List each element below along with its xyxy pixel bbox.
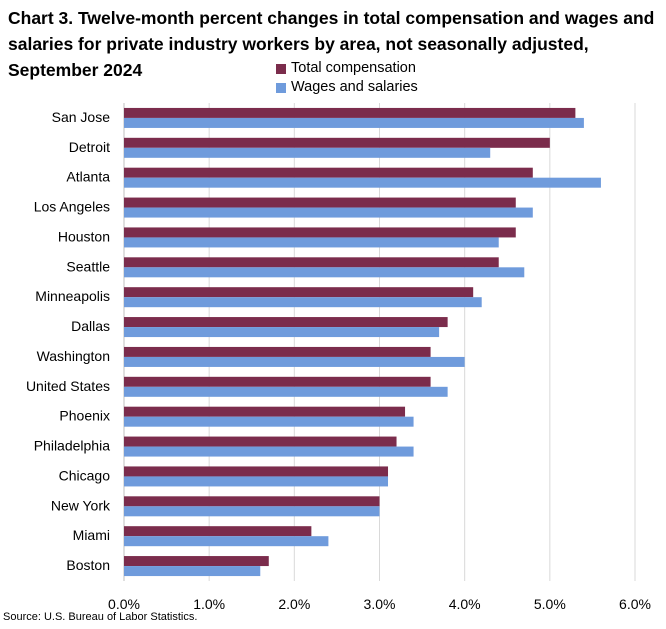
bar-wages-and-salaries	[124, 208, 533, 218]
bar-total-compensation	[124, 108, 575, 118]
category-label: Miami	[73, 527, 110, 543]
bar-total-compensation	[124, 407, 405, 417]
bar-wages-and-salaries	[124, 297, 482, 307]
bar-wages-and-salaries	[124, 267, 524, 277]
x-tick-label: 5.0%	[534, 596, 566, 612]
category-label: Phoenix	[59, 408, 110, 424]
bar-wages-and-salaries	[124, 178, 601, 188]
bar-wages-and-salaries	[124, 566, 260, 576]
category-label: Boston	[66, 557, 110, 573]
bar-total-compensation	[124, 437, 397, 447]
bar-wages-and-salaries	[124, 118, 584, 128]
bar-total-compensation	[124, 287, 473, 297]
bar-wages-and-salaries	[124, 506, 380, 516]
category-label: Houston	[58, 228, 110, 244]
bar-total-compensation	[124, 198, 516, 208]
category-label: Seattle	[66, 258, 110, 274]
category-label: Minneapolis	[35, 288, 110, 304]
bar-wages-and-salaries	[124, 357, 465, 367]
bar-total-compensation	[124, 466, 388, 476]
category-label: Philadelphia	[34, 438, 110, 454]
bar-total-compensation	[124, 377, 431, 387]
category-label: Detroit	[69, 139, 110, 155]
bar-wages-and-salaries	[124, 148, 490, 158]
bar-total-compensation	[124, 138, 550, 148]
bar-wages-and-salaries	[124, 447, 414, 457]
bar-wages-and-salaries	[124, 387, 448, 397]
bar-total-compensation	[124, 347, 431, 357]
x-tick-label: 6.0%	[619, 596, 651, 612]
bar-total-compensation	[124, 556, 269, 566]
source-note: Source: U.S. Bureau of Labor Statistics.	[3, 611, 197, 623]
x-tick-label: 3.0%	[364, 596, 396, 612]
category-label: New York	[51, 497, 111, 513]
category-label: San Jose	[52, 109, 111, 125]
bar-total-compensation	[124, 317, 448, 327]
bar-wages-and-salaries	[124, 476, 388, 486]
bar-total-compensation	[124, 257, 499, 267]
bar-wages-and-salaries	[124, 417, 414, 427]
bar-total-compensation	[124, 526, 311, 536]
bar-chart: 0.0% 1.0% 2.0% 3.0% 4.0% 5.0% 6.0% San Jose Detr…	[0, 0, 666, 629]
category-label: Dallas	[71, 318, 110, 334]
x-tick-label: 4.0%	[449, 596, 481, 612]
bar-wages-and-salaries	[124, 536, 328, 546]
category-label: Washington	[37, 348, 110, 364]
bar-total-compensation	[124, 168, 533, 178]
bar-total-compensation	[124, 227, 516, 237]
category-label: Atlanta	[66, 169, 110, 185]
category-label: Chicago	[59, 467, 111, 483]
x-tick-label: 2.0%	[278, 596, 310, 612]
bar-wages-and-salaries	[124, 327, 439, 337]
bar-wages-and-salaries	[124, 237, 499, 247]
category-label: Los Angeles	[34, 199, 110, 215]
x-tick-label: 0.0%	[108, 596, 140, 612]
bar-total-compensation	[124, 496, 380, 506]
category-label: United States	[26, 378, 110, 394]
x-tick-label: 1.0%	[193, 596, 225, 612]
